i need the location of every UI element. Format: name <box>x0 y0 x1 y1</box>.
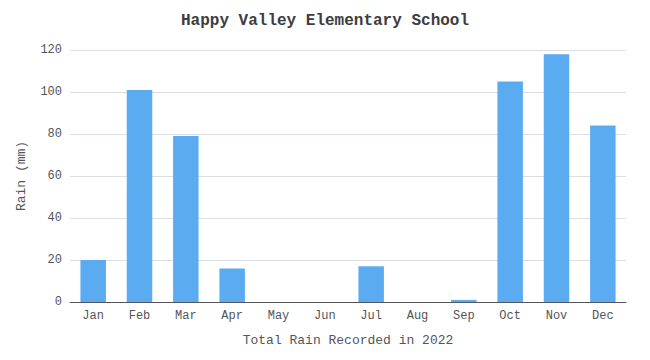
svg-text:Rain (mm): Rain (mm) <box>14 141 29 211</box>
svg-text:20: 20 <box>48 253 62 267</box>
svg-text:80: 80 <box>48 127 62 141</box>
svg-text:Jul: Jul <box>360 309 382 323</box>
svg-text:Total Rain Recorded in 2022: Total Rain Recorded in 2022 <box>243 333 454 348</box>
svg-text:Aug: Aug <box>407 309 429 323</box>
svg-text:May: May <box>268 309 290 323</box>
svg-text:Jan: Jan <box>82 309 104 323</box>
svg-text:120: 120 <box>40 43 62 57</box>
svg-text:0: 0 <box>55 295 62 309</box>
svg-text:Apr: Apr <box>221 309 243 323</box>
svg-text:Happy Valley Elementary School: Happy Valley Elementary School <box>181 12 469 30</box>
svg-text:Mar: Mar <box>175 309 197 323</box>
svg-text:Oct: Oct <box>499 309 521 323</box>
svg-text:Nov: Nov <box>546 309 568 323</box>
svg-text:100: 100 <box>40 85 62 99</box>
svg-text:40: 40 <box>48 211 62 225</box>
svg-text:Dec: Dec <box>592 309 614 323</box>
svg-text:Sep: Sep <box>453 309 475 323</box>
svg-text:Feb: Feb <box>129 309 151 323</box>
svg-text:Jun: Jun <box>314 309 336 323</box>
svg-text:60: 60 <box>48 169 62 183</box>
